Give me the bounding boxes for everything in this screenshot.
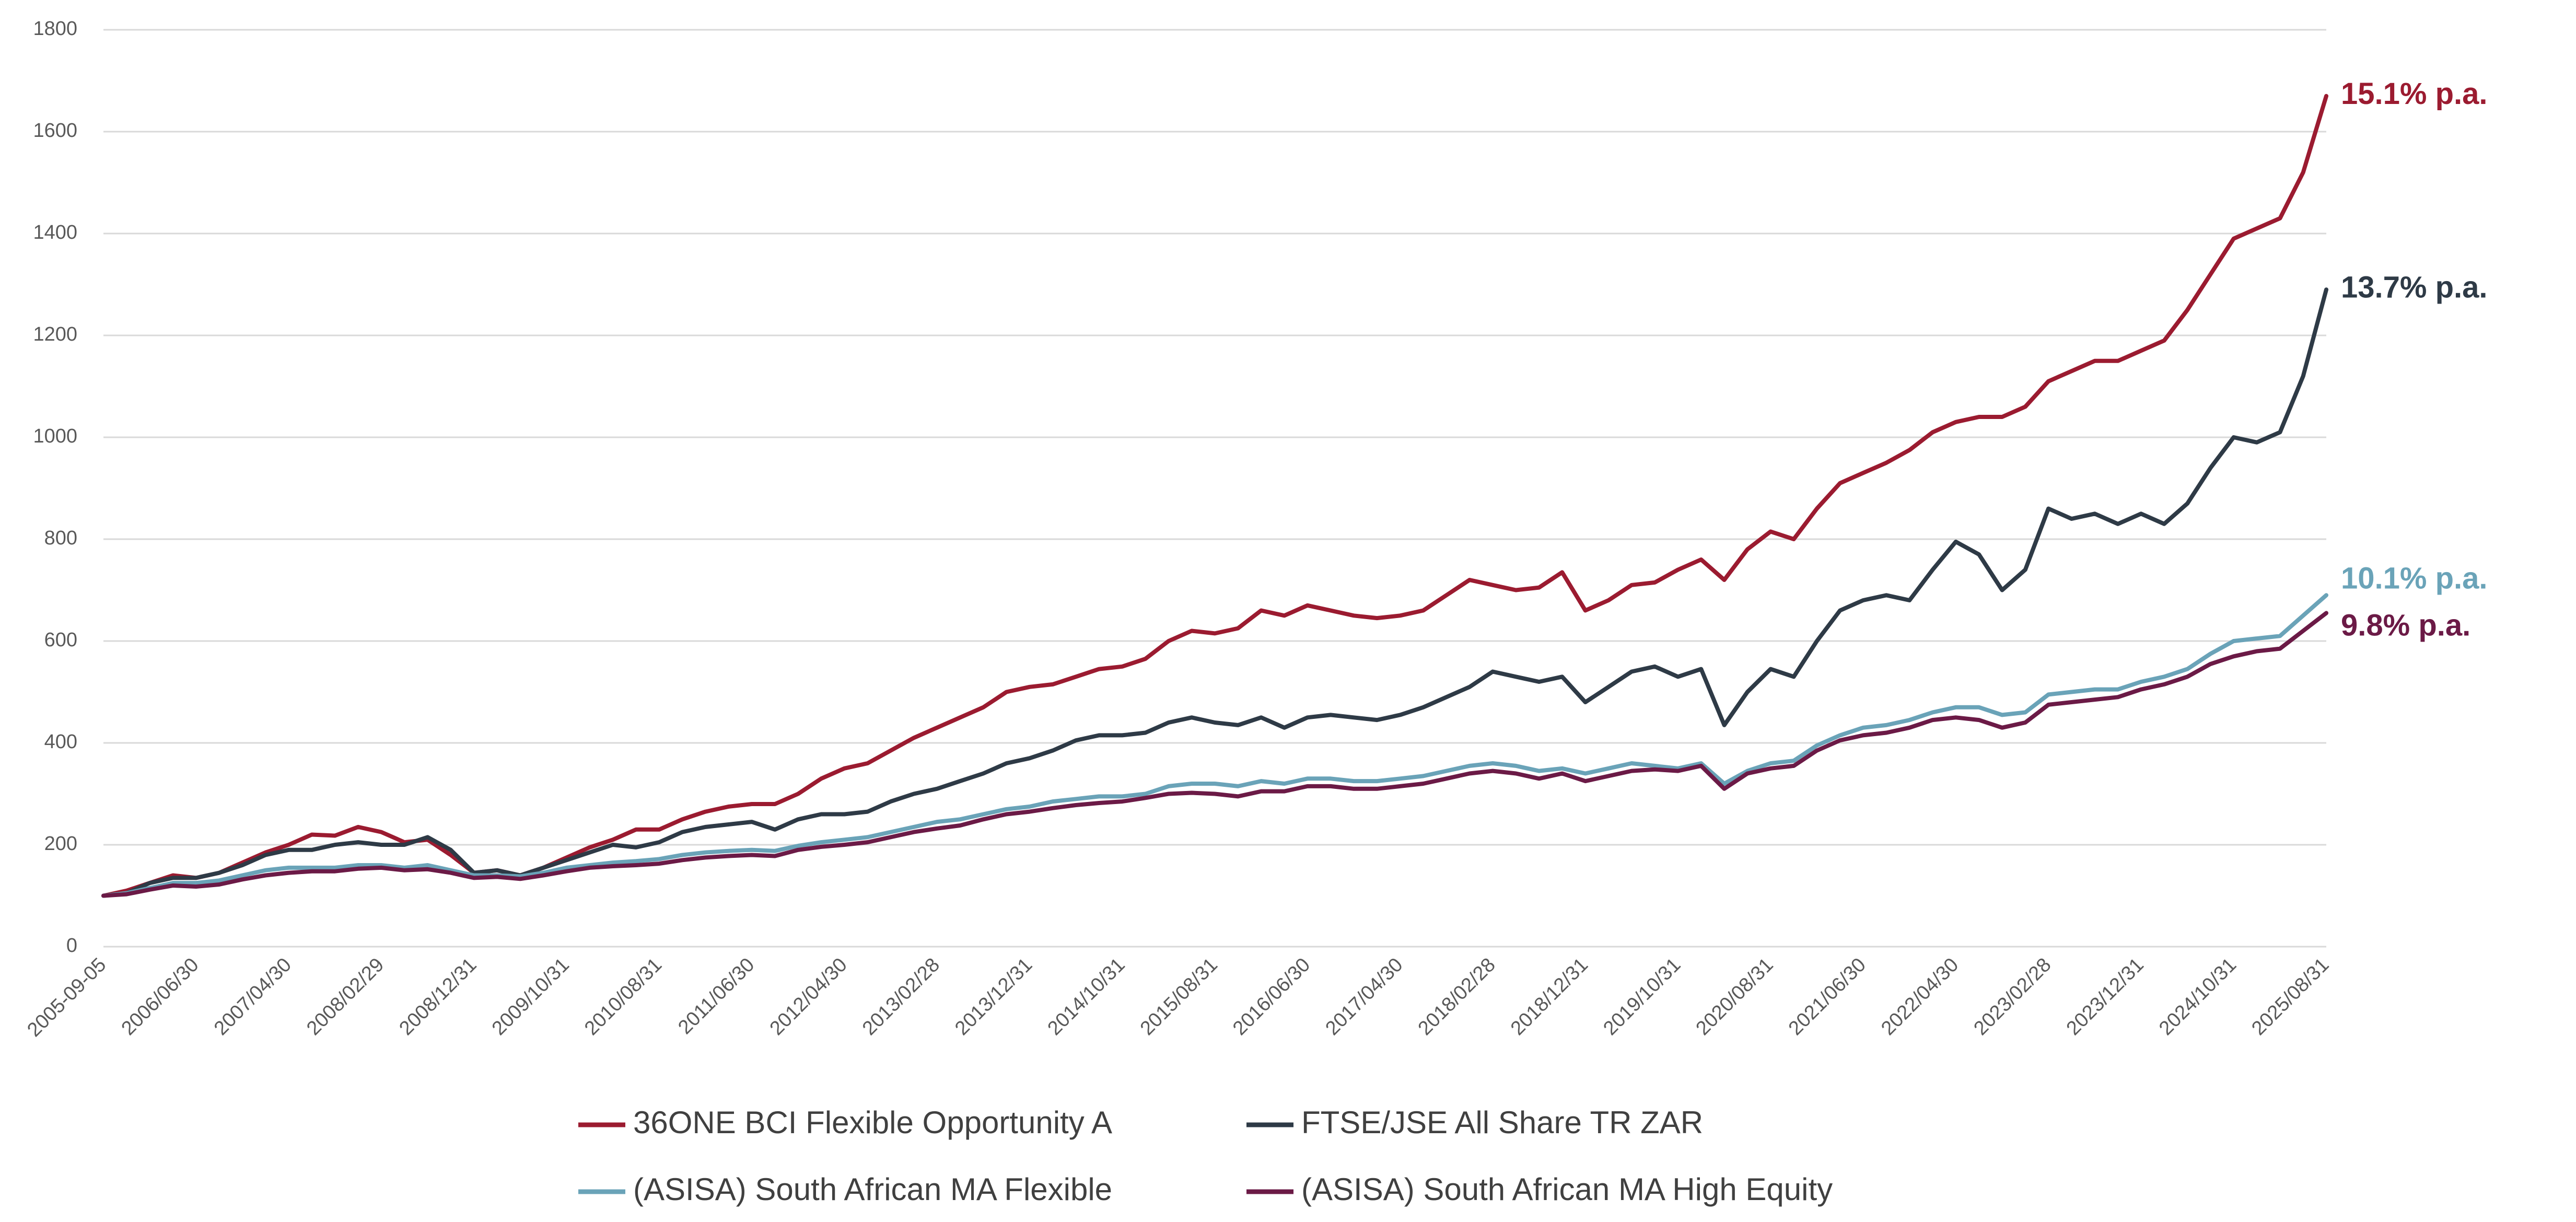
x-tick-label: 2019/10/31 bbox=[1599, 954, 1685, 1040]
end-label: 9.8% p.a. bbox=[2341, 609, 2470, 643]
x-tick-label: 2024/10/31 bbox=[2155, 954, 2241, 1040]
x-tick-label: 2023/02/28 bbox=[1969, 954, 2055, 1040]
y-tick-label: 1000 bbox=[33, 425, 77, 447]
end-label: 13.7% p.a. bbox=[2341, 271, 2487, 305]
x-tick-label: 2013/12/31 bbox=[951, 954, 1036, 1040]
series-line bbox=[101, 611, 2328, 898]
end-label: 10.1% p.a. bbox=[2341, 562, 2487, 596]
y-tick-label: 1400 bbox=[33, 222, 77, 243]
legend-label: (ASISA) South African MA Flexible bbox=[633, 1172, 1112, 1207]
x-tick-label: 2014/10/31 bbox=[1043, 954, 1129, 1040]
x-tick-label: 2022/04/30 bbox=[1877, 954, 1963, 1040]
x-tick-label: 2018/02/28 bbox=[1414, 954, 1500, 1040]
x-tick-label: 2009/10/31 bbox=[488, 954, 574, 1040]
x-tick-label: 2025/08/31 bbox=[2247, 954, 2333, 1040]
y-tick-label: 1600 bbox=[33, 120, 77, 142]
x-tick-label: 2008/12/31 bbox=[395, 954, 481, 1040]
y-tick-label: 200 bbox=[44, 833, 77, 855]
x-tick-label: 2020/08/31 bbox=[1692, 954, 1778, 1040]
x-tick-label: 2005-09-05 bbox=[23, 954, 110, 1041]
x-tick-label: 2008/02/29 bbox=[302, 954, 388, 1040]
x-tick-label: 2011/06/30 bbox=[674, 954, 759, 1039]
series-line bbox=[101, 287, 2328, 898]
x-tick-label: 2012/04/30 bbox=[766, 954, 852, 1040]
y-tick-label: 800 bbox=[44, 527, 77, 549]
legend-label: (ASISA) South African MA High Equity bbox=[1301, 1172, 1833, 1207]
x-tick-label: 2006/06/30 bbox=[118, 954, 203, 1040]
y-tick-label: 0 bbox=[66, 935, 77, 957]
x-tick-label: 2017/04/30 bbox=[1321, 954, 1407, 1040]
legend-label: 36ONE BCI Flexible Opportunity A bbox=[633, 1105, 1112, 1140]
end-label: 15.1% p.a. bbox=[2341, 77, 2487, 111]
x-tick-label: 2018/12/31 bbox=[1507, 954, 1592, 1040]
x-tick-label: 2007/04/30 bbox=[210, 954, 296, 1040]
y-tick-label: 400 bbox=[44, 731, 77, 753]
x-tick-label: 2013/02/28 bbox=[858, 954, 944, 1040]
y-tick-label: 1200 bbox=[33, 323, 77, 345]
x-tick-label: 2023/12/31 bbox=[2062, 954, 2148, 1040]
y-tick-label: 1800 bbox=[33, 18, 77, 40]
x-tick-label: 2021/06/30 bbox=[1785, 954, 1870, 1040]
x-tick-label: 2010/08/31 bbox=[580, 954, 666, 1040]
legend-label: FTSE/JSE All Share TR ZAR bbox=[1301, 1105, 1703, 1140]
x-tick-label: 2016/06/30 bbox=[1229, 954, 1314, 1040]
series-line bbox=[101, 593, 2328, 898]
y-tick-label: 600 bbox=[44, 629, 77, 651]
series-line bbox=[101, 94, 2328, 898]
x-tick-label: 2015/08/31 bbox=[1136, 954, 1222, 1040]
